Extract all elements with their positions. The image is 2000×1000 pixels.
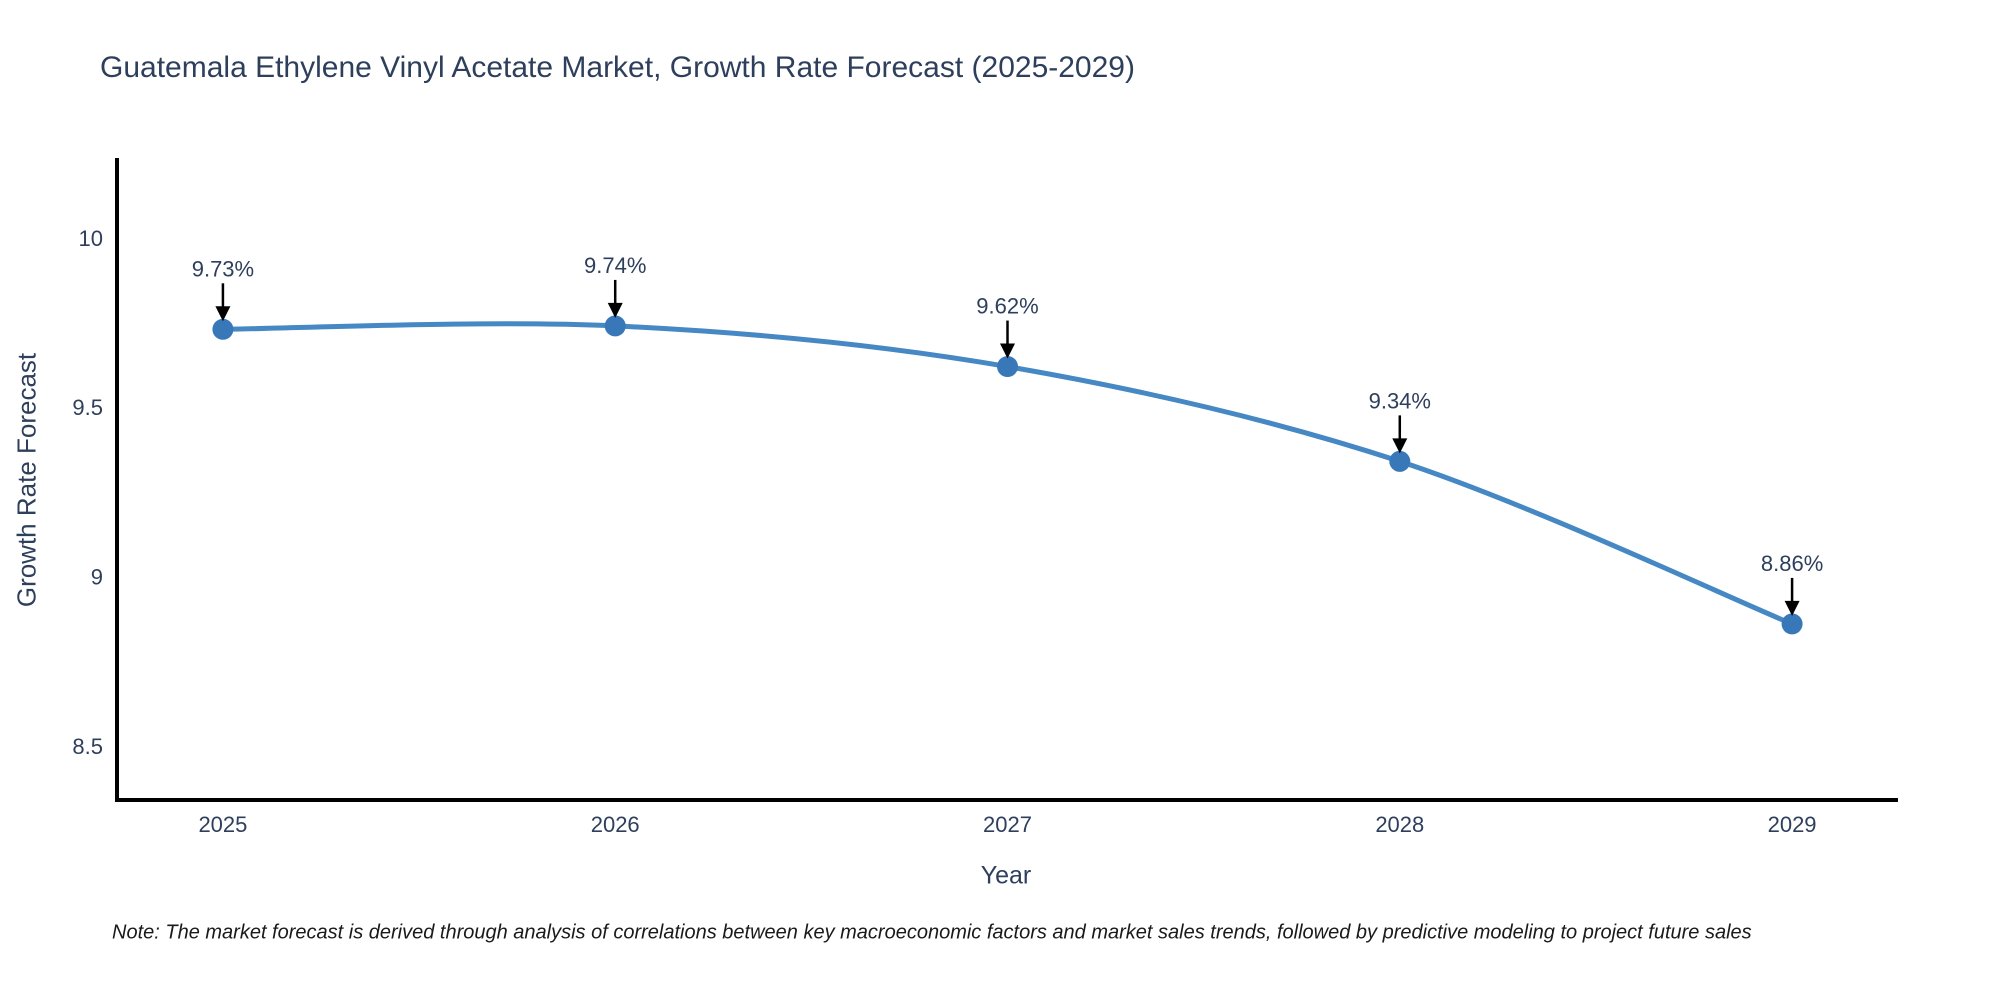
y-tick-label: 9	[91, 565, 103, 590]
y-tick-label: 9.5	[72, 395, 103, 420]
point-value-label: 9.34%	[1369, 388, 1431, 413]
annotation-arrowhead	[1392, 438, 1408, 454]
chart-title: Guatemala Ethylene Vinyl Acetate Market,…	[100, 51, 1135, 84]
data-point-marker	[1389, 450, 1411, 472]
annotation-arrowhead	[1000, 343, 1015, 359]
point-value-label: 9.73%	[192, 256, 254, 281]
data-point-marker	[604, 315, 626, 337]
x-tick-label: 2025	[198, 812, 247, 837]
x-tick-label: 2028	[1375, 812, 1424, 837]
x-tick-label: 2027	[983, 812, 1032, 837]
data-point-marker	[997, 356, 1018, 378]
y-tick-label: 8.5	[72, 734, 103, 759]
point-value-label: 9.74%	[584, 253, 646, 278]
y-tick-label: 10	[79, 226, 103, 251]
x-axis-title: Year	[980, 861, 1032, 890]
annotation-arrowhead	[607, 302, 623, 318]
x-tick-label: 2029	[1768, 812, 1817, 837]
annotation-arrowhead	[215, 306, 231, 322]
data-point-marker	[1781, 613, 1803, 635]
footnote: Note: The market forecast is derived thr…	[112, 921, 1752, 944]
annotation-arrowhead	[1784, 600, 1800, 616]
point-value-label: 9.62%	[976, 294, 1038, 319]
x-tick-label: 2026	[591, 812, 640, 837]
point-value-label: 8.86%	[1761, 551, 1823, 576]
data-point-marker	[212, 318, 234, 340]
